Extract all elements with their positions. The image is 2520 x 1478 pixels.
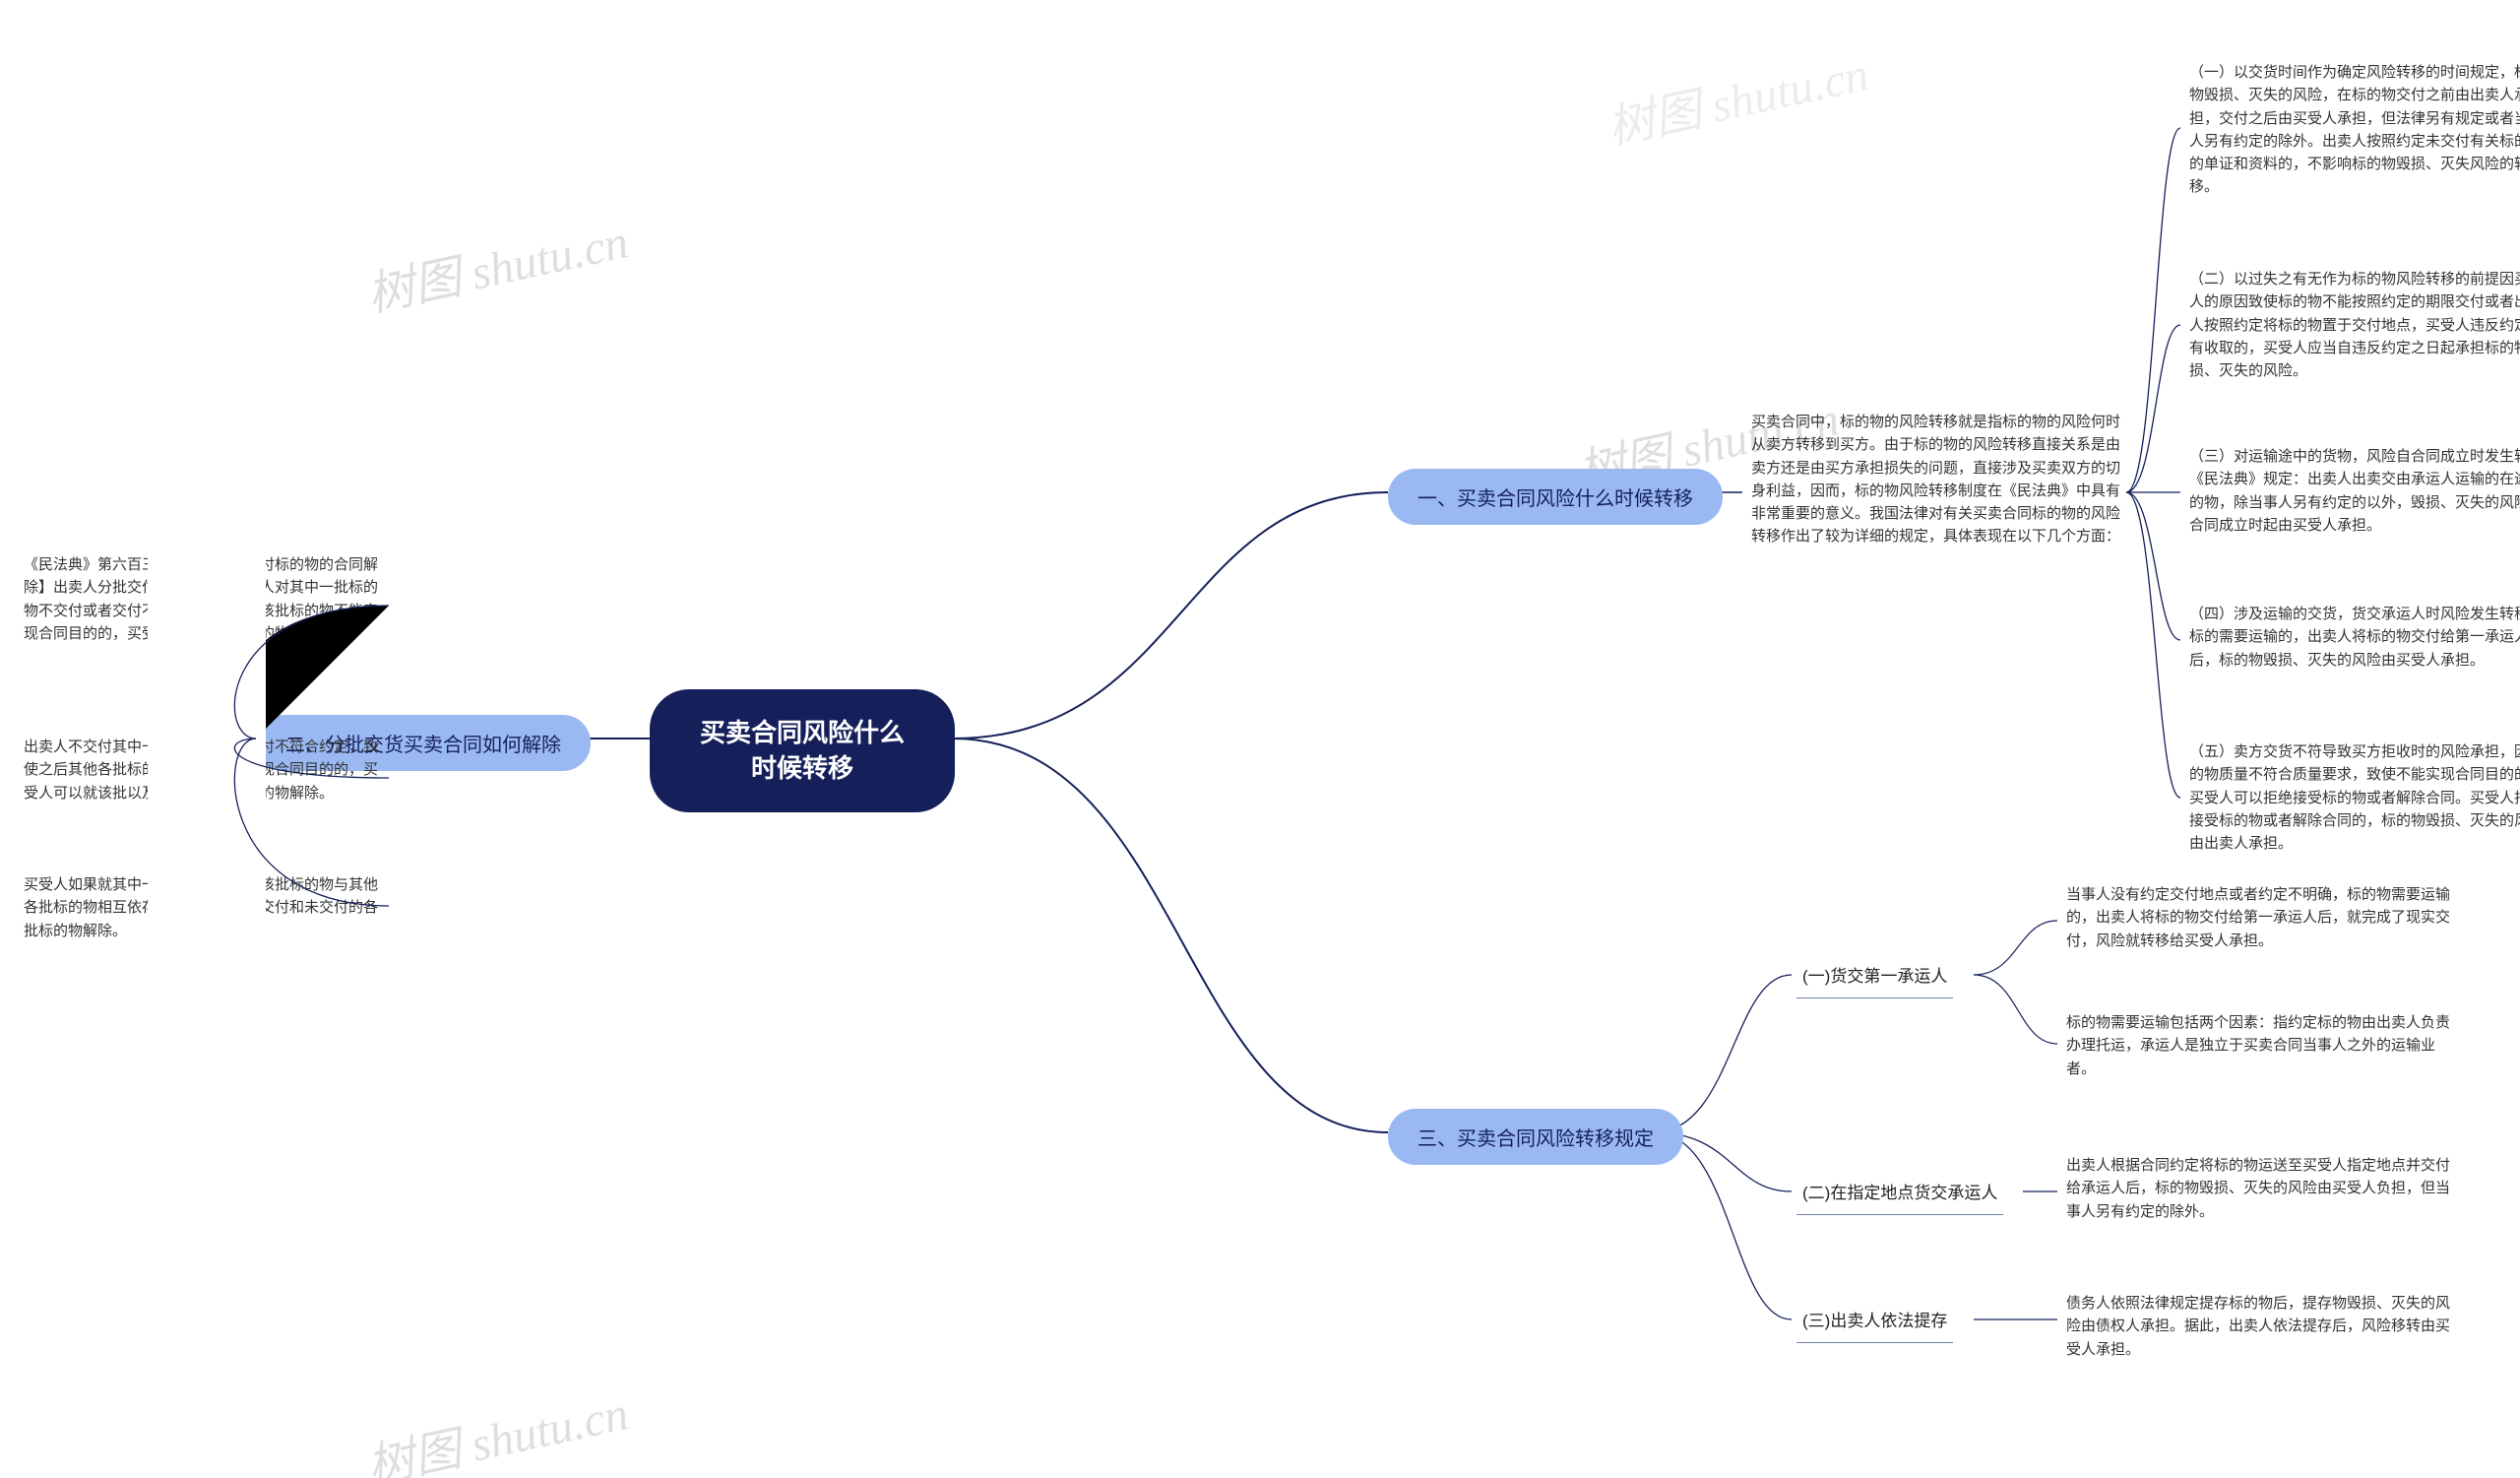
branch-3-sub-3-leaf-1: 债务人依照法律规定提存标的物后，提存物毁损、灭失的风险由债权人承担。据此，出卖人…	[2062, 1290, 2456, 1363]
watermark: 树图 shutu.cn	[1600, 35, 1873, 158]
branch-3: 三、买卖合同风险转移规定	[1388, 1109, 1683, 1165]
branch-2-leaf-c: 买受人如果就其中一批标的物解除，该批标的物与其他各批标的物相互依存的，可以就已经…	[20, 871, 384, 944]
branch-3-sub-1-leaf-2: 标的物需要运输包括两个因素：指约定标的物由出卖人负责办理托运，承运人是独立于买卖…	[2062, 1009, 2456, 1082]
branch-1: 一、买卖合同风险什么时候转移	[1388, 469, 1723, 525]
watermark: 树图 shutu.cn	[359, 203, 633, 325]
branch-1-item-2: （二）以过失之有无作为标的物风险转移的前提因买受人的原因致使标的物不能按照约定的…	[2185, 266, 2520, 384]
branch-1-item-5: （五）卖方交货不符导致买方拒收时的风险承担，因标的物质量不符合质量要求，致使不能…	[2185, 739, 2520, 857]
branch-1-item-4: （四）涉及运输的交货，货交承运人时风险发生转移，标的需要运输的，出卖人将标的物交…	[2185, 601, 2520, 674]
center-node: 买卖合同风险什么时候转移	[650, 689, 955, 812]
branch-3-sub-1: (一)货交第一承运人	[1796, 960, 1953, 998]
branch-3-sub-2: (二)在指定地点货交承运人	[1796, 1177, 2003, 1215]
branch-1-item-3: （三）对运输途中的货物，风险自合同成立时发生转移《民法典》规定：出卖人出卖交由承…	[2185, 443, 2520, 539]
branch-3-sub-2-leaf-1: 出卖人根据合同约定将标的物运送至买受人指定地点并交付给承运人后，标的物毁损、灭失…	[2062, 1152, 2456, 1225]
branch-1-item-1: （一）以交货时间作为确定风险转移的时间规定，标的物毁损、灭失的风险，在标的物交付…	[2185, 59, 2520, 201]
watermark: 树图 shutu.cn	[359, 1375, 633, 1478]
branch-2-leaf-a: 《民法典》第六百三十三条【分批交付标的物的合同解除】出卖人分批交付标的物的，出卖…	[20, 551, 384, 647]
branch-2-leaf-b: 出卖人不交付其中一批标的物或者交付不符合约定，致使之后其他各批标的物的交付不能实…	[20, 734, 384, 806]
branch-3-sub-1-leaf-1: 当事人没有约定交付地点或者约定不明确，标的物需要运输的，出卖人将标的物交付给第一…	[2062, 881, 2456, 954]
branch-1-summary: 买卖合同中，标的物的风险转移就是指标的物的风险何时从卖方转移到买方。由于标的物的…	[1747, 409, 2131, 550]
branch-3-sub-3: (三)出卖人依法提存	[1796, 1305, 1953, 1343]
